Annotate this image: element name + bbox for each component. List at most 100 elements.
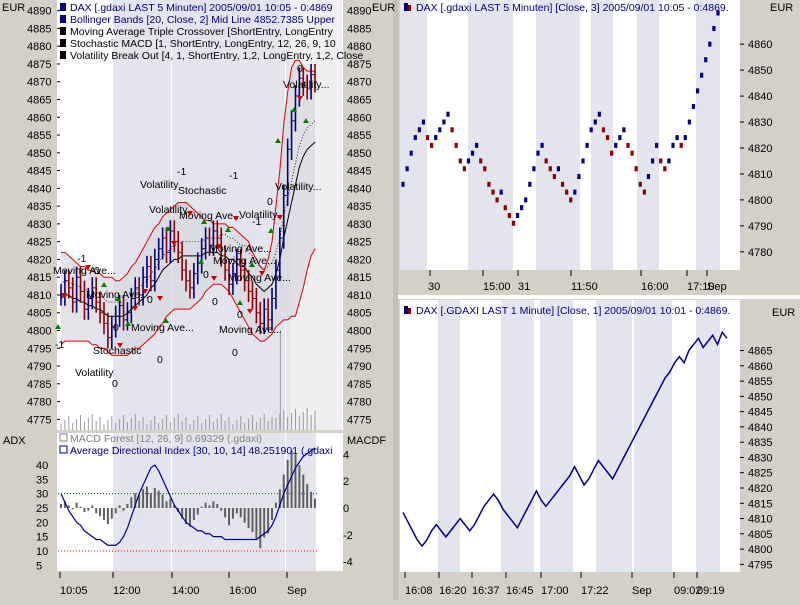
signal-label: -1 [177,166,186,178]
adx-tick: 20 [36,517,48,529]
main-y-tick: 4870 [27,77,51,89]
buy-arrow-icon [198,259,204,264]
oscillator-legend: MACD Forest [12, 26, 9] 0.69329 (.gdaxi)… [59,433,333,457]
pf-down-box [630,150,634,156]
pf-down-box [552,174,556,180]
minute-time-band [696,300,720,572]
pf-down-box [507,212,511,218]
pf-y-tick: 4860 [748,39,772,51]
pf-up-box [475,142,479,148]
minute-time-label: 16:45 [506,585,534,597]
pf-y-tick: 4850 [748,65,772,77]
sell-arrow-icon [157,296,163,301]
pf-up-box [675,135,679,141]
signal-icon [60,39,66,47]
volume-bar [259,418,261,430]
main-y-axis-right: 4775 4780 4785 4790 4795 4800 4805 4810 4815 4820… [347,6,371,427]
volume-bars [60,330,316,430]
signal-label: 0 [212,296,218,308]
time-label: 10:05 [60,585,88,597]
sell-arrow-icon [216,244,222,249]
main-legend: DAX [.gdaxi LAST 5 Minuten] 2005/09/01 1… [60,2,363,62]
signal-label: 0 [203,269,209,281]
pf-down-box [450,127,454,133]
main-y-tick: 4865 [27,95,51,107]
main-y-tick-right: 4840 [347,183,371,195]
main-y-tick-right: 4790 [347,361,371,373]
pf-down-box [560,181,565,187]
buy-arrow-icon [125,321,131,326]
pf-down-box [626,142,630,148]
pf-down-box [495,197,499,203]
signal-label: Moving Ave... [219,324,282,336]
volume-bar [162,419,164,430]
signal-label: 0 [297,63,303,75]
pf-up-box [712,26,716,32]
pf-up-box [438,127,442,133]
line-icon [59,445,68,454]
volume-bar [275,418,277,430]
pf-up-box [536,150,540,156]
bollinger-lower [60,248,316,356]
volume-bar [115,423,117,430]
volume-bar [142,417,144,430]
signal-label: 0 [94,265,100,277]
osc-time-band [113,433,171,571]
minute-legend-down-icon [408,308,411,314]
horizontal-splitter[interactable] [398,295,800,299]
sell-arrow-icon [117,343,123,348]
pf-down-box [610,150,614,156]
volume-spike [279,330,281,430]
pf-up-box [614,142,618,148]
sell-arrow-icon [211,276,217,281]
main-y-tick-right: 4835 [347,201,371,213]
main-y-tick-right: 4780 [347,397,371,409]
sell-arrow-icon [187,211,193,216]
candle-icon [60,3,66,11]
volume-bar [248,419,250,430]
point-figure-panel[interactable]: 4780 4790 4800 4810 4820 4830 4840 4850 4860 30 1… [372,0,793,293]
oscillator-panel[interactable]: 5 10 15 20 25 30 35 40 -4 -2 0 2 4 ADX MACDF MACD F… [3,433,386,572]
signal-icon [60,27,66,35]
volume-bar [298,416,300,430]
signal-label: Moving Ave... [209,243,272,255]
bands-icon [60,15,66,23]
buy-arrow-icon [101,282,107,287]
signal-label: -1 [229,170,238,182]
volume-bar [83,422,85,430]
signal-label: Volatility [140,179,179,191]
pf-up-box [700,72,704,78]
pf-down-box [679,142,683,148]
minute-time-label: 09:02 [674,585,702,597]
main-y-tick: 4805 [27,308,51,320]
adx-reference-lines [58,493,318,552]
minute-y-tick: 4815 [748,498,772,510]
buy-arrow-icon [268,228,274,233]
main-y-tick-right: 4815 [347,272,371,284]
minute-y-tick: 4855 [748,376,772,388]
minute-line-panel[interactable]: 4795 4800 4805 4810 4815 4820 4825 4830 4835 4840… [400,300,795,597]
histogram-icon [59,433,68,442]
main-y-tick-right: 4810 [347,290,371,302]
volume-bar [123,415,125,430]
line-icon [404,306,408,314]
pf-time-band [536,0,580,270]
minute-y-tick: 4830 [748,452,772,464]
pf-up-box [442,119,446,125]
main-y-tick-right: 4890 [347,6,371,18]
time-band-0 [113,0,171,430]
adx-series-line [60,447,316,546]
adx-y-axis: 5 10 15 20 25 30 35 40 [36,460,48,572]
legend-entry: Bollinger Bands [20, Close, 2] Mid Line … [70,14,336,26]
minute-time-band [501,300,534,572]
pf-down-box [548,166,552,172]
signal-label: Volatility... [275,181,322,193]
bollinger-upper [61,59,315,282]
pane-splitter[interactable] [393,0,398,600]
pf-up-box [528,181,532,187]
volume-bar [130,418,132,430]
pf-up-box [655,142,659,148]
pf-down-box [483,166,487,172]
